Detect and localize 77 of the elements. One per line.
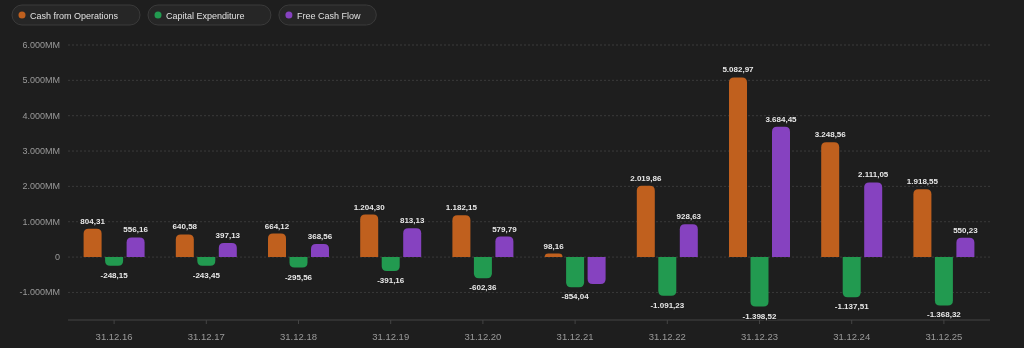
bar bbox=[495, 236, 514, 258]
data-label: -243,45 bbox=[192, 270, 221, 280]
bar bbox=[473, 257, 492, 279]
data-label: 1.182,15 bbox=[445, 203, 478, 213]
data-label: 579,79 bbox=[492, 224, 518, 234]
data-label: -1.398,52 bbox=[742, 311, 777, 321]
x-tick-label: 31.12.21 bbox=[556, 331, 594, 342]
data-label: 1.918,55 bbox=[906, 177, 939, 187]
bar bbox=[934, 257, 953, 306]
x-tick-label: 31.12.16 bbox=[95, 331, 133, 342]
bar bbox=[636, 185, 655, 258]
data-label: -1.368,32 bbox=[926, 310, 962, 320]
data-label: 640,58 bbox=[172, 222, 198, 232]
bar bbox=[587, 257, 606, 284]
data-label: 804,31 bbox=[80, 216, 106, 226]
bar bbox=[842, 257, 861, 298]
legend-label: Capital Expenditure bbox=[166, 10, 245, 21]
x-tick-label: 31.12.17 bbox=[187, 331, 225, 342]
y-tick-label: 6.000MM bbox=[22, 40, 60, 50]
data-label: 928,63 bbox=[676, 212, 702, 222]
y-tick-label: 5.000MM bbox=[22, 75, 60, 86]
bar bbox=[452, 215, 471, 258]
bar bbox=[772, 126, 790, 258]
data-label: 397,13 bbox=[215, 231, 241, 241]
data-label: -1.091,23 bbox=[650, 300, 685, 310]
bar bbox=[729, 77, 747, 258]
bar bbox=[913, 189, 932, 258]
bar bbox=[289, 257, 308, 268]
data-label: 1.204,30 bbox=[353, 202, 386, 212]
data-label: 3.684,45 bbox=[765, 114, 798, 124]
x-tick-label: 31.12.19 bbox=[372, 331, 410, 342]
bar bbox=[126, 237, 145, 258]
data-label: 5.082,97 bbox=[722, 65, 755, 75]
legend-label: Free Cash Flow bbox=[296, 10, 361, 21]
y-tick-label: 1.000MM bbox=[22, 216, 60, 227]
x-tick-label: 31.12.18 bbox=[280, 331, 317, 342]
bar bbox=[864, 182, 883, 258]
data-label: 2.111,05 bbox=[858, 170, 889, 180]
x-tick-label: 31.12.20 bbox=[464, 331, 502, 342]
data-label: 813,13 bbox=[399, 216, 425, 226]
y-tick-label: 0 bbox=[54, 252, 60, 263]
bar bbox=[175, 234, 194, 258]
bar bbox=[403, 228, 422, 258]
bar bbox=[679, 224, 698, 258]
bar bbox=[268, 233, 286, 258]
y-tick-label: 2.000MM bbox=[22, 181, 60, 192]
bar bbox=[821, 142, 840, 258]
y-tick-label: -1.000MM bbox=[19, 287, 60, 298]
y-tick-label: 3.000MM bbox=[22, 146, 60, 157]
x-tick-label: 31.12.25 bbox=[925, 331, 963, 342]
legend-label: Cash from Operations bbox=[30, 10, 119, 21]
bar bbox=[360, 214, 379, 258]
x-tick-label: 31.12.23 bbox=[741, 331, 778, 342]
bar bbox=[83, 228, 102, 258]
data-label: 550,23 bbox=[953, 225, 979, 235]
data-label: -295,56 bbox=[284, 272, 313, 282]
y-tick-label: 4.000MM bbox=[22, 110, 60, 121]
bar bbox=[956, 237, 975, 258]
bar bbox=[381, 257, 400, 271]
data-label: 368,56 bbox=[307, 232, 333, 242]
bar bbox=[218, 243, 237, 258]
data-label: 3.248,56 bbox=[814, 130, 847, 140]
data-label: 2.019,86 bbox=[630, 173, 662, 183]
bar bbox=[658, 257, 677, 296]
data-label: -1.137,51 bbox=[834, 302, 870, 312]
bar bbox=[566, 257, 585, 288]
data-label: 556,16 bbox=[123, 225, 149, 235]
data-label: -602,36 bbox=[469, 283, 498, 293]
data-label: 98,16 bbox=[543, 241, 565, 251]
bar bbox=[750, 257, 769, 307]
x-tick-label: 31.12.22 bbox=[648, 331, 686, 342]
x-tick-label: 31.12.24 bbox=[833, 331, 871, 342]
data-label: -391,16 bbox=[377, 275, 405, 285]
bar bbox=[311, 244, 329, 258]
data-label: -854,04 bbox=[561, 292, 590, 302]
data-label: 664,12 bbox=[264, 221, 290, 231]
data-label: -248,15 bbox=[100, 270, 129, 280]
